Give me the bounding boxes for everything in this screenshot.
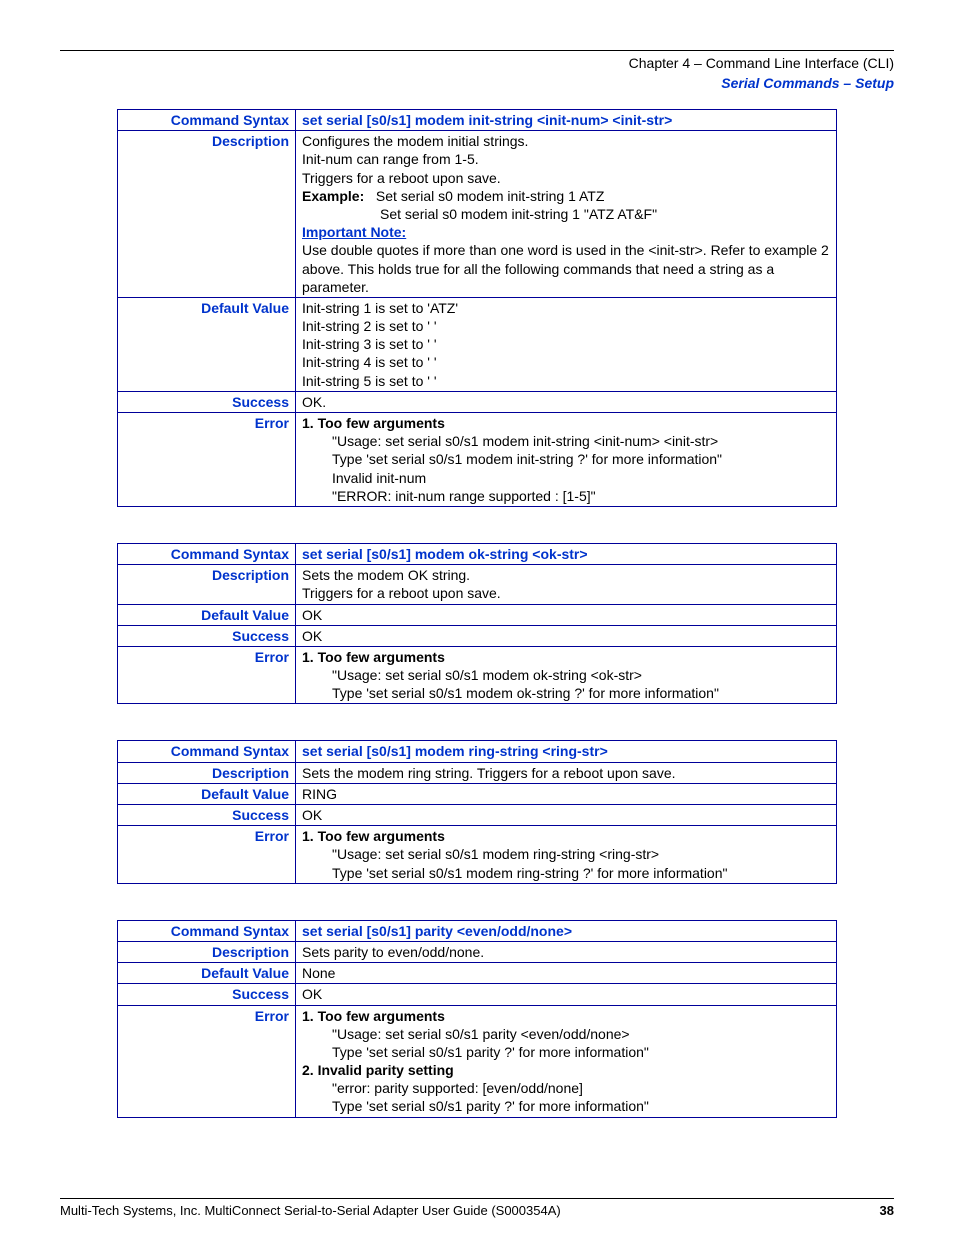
command-table-ok-string: Command Syntax set serial [s0/s1] modem … xyxy=(117,543,837,705)
label-default-value: Default Value xyxy=(118,963,296,984)
page-footer: Multi-Tech Systems, Inc. MultiConnect Se… xyxy=(60,1198,894,1218)
error-value: 1. Too few arguments "Usage: set serial … xyxy=(296,413,837,507)
footer-page-number: 38 xyxy=(880,1203,894,1218)
command-table-init-string: Command Syntax set serial [s0/s1] modem … xyxy=(117,109,837,507)
label-description: Description xyxy=(118,131,296,298)
default-value: RING xyxy=(296,783,837,804)
label-error: Error xyxy=(118,826,296,884)
error-value: 1. Too few arguments "Usage: set serial … xyxy=(296,1005,837,1117)
command-table-ring-string: Command Syntax set serial [s0/s1] modem … xyxy=(117,740,837,883)
error-value: 1. Too few arguments "Usage: set serial … xyxy=(296,646,837,704)
label-success: Success xyxy=(118,984,296,1005)
label-default-value: Default Value xyxy=(118,604,296,625)
success-value: OK xyxy=(296,984,837,1005)
error-value: 1. Too few arguments "Usage: set serial … xyxy=(296,826,837,884)
success-value: OK. xyxy=(296,391,837,412)
footer-text: Multi-Tech Systems, Inc. MultiConnect Se… xyxy=(60,1203,561,1218)
section-title: Serial Commands – Setup xyxy=(60,75,894,91)
label-default-value: Default Value xyxy=(118,783,296,804)
success-value: OK xyxy=(296,625,837,646)
label-command-syntax: Command Syntax xyxy=(118,741,296,762)
label-success: Success xyxy=(118,805,296,826)
command-table-parity: Command Syntax set serial [s0/s1] parity… xyxy=(117,920,837,1118)
chapter-title: Chapter 4 – Command Line Interface (CLI) xyxy=(60,55,894,71)
default-value: OK xyxy=(296,604,837,625)
label-command-syntax: Command Syntax xyxy=(118,110,296,131)
description-value: Sets the modem OK string. Triggers for a… xyxy=(296,565,837,604)
description-value: Sets the modem ring string. Triggers for… xyxy=(296,762,837,783)
success-value: OK xyxy=(296,805,837,826)
label-command-syntax: Command Syntax xyxy=(118,543,296,564)
description-value: Sets parity to even/odd/none. xyxy=(296,941,837,962)
label-description: Description xyxy=(118,565,296,604)
label-description: Description xyxy=(118,941,296,962)
label-default-value: Default Value xyxy=(118,297,296,391)
syntax-value: set serial [s0/s1] modem ring-string <ri… xyxy=(296,741,837,762)
important-note-label: Important Note: xyxy=(302,224,406,240)
default-value: Init-string 1 is set to 'ATZ' Init-strin… xyxy=(296,297,837,391)
label-success: Success xyxy=(118,625,296,646)
description-value: Configures the modem initial strings. In… xyxy=(296,131,837,298)
syntax-value: set serial [s0/s1] modem ok-string <ok-s… xyxy=(296,543,837,564)
syntax-value: set serial [s0/s1] parity <even/odd/none… xyxy=(296,920,837,941)
label-success: Success xyxy=(118,391,296,412)
label-command-syntax: Command Syntax xyxy=(118,920,296,941)
syntax-value: set serial [s0/s1] modem init-string <in… xyxy=(296,110,837,131)
label-error: Error xyxy=(118,646,296,704)
label-description: Description xyxy=(118,762,296,783)
label-error: Error xyxy=(118,1005,296,1117)
label-error: Error xyxy=(118,413,296,507)
default-value: None xyxy=(296,963,837,984)
